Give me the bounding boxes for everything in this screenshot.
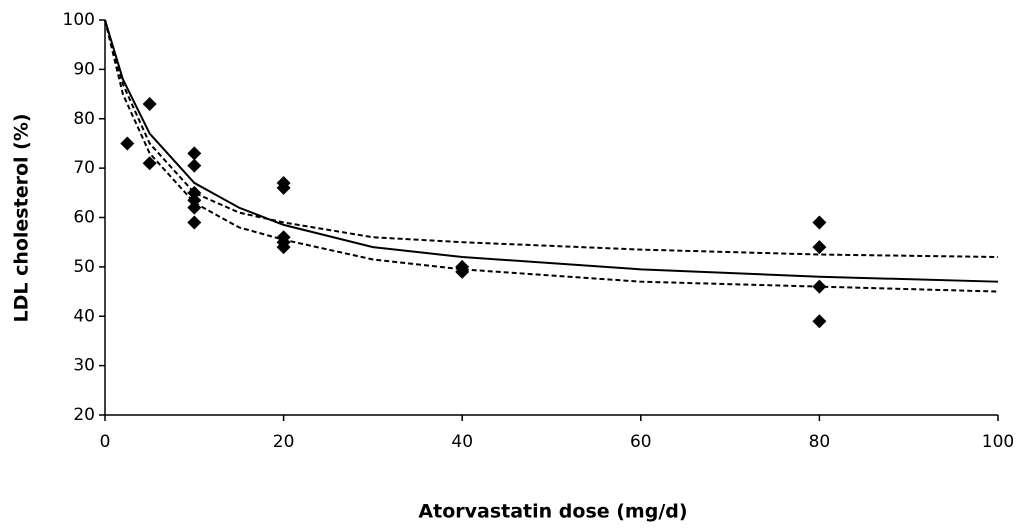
y-tick-label: 30: [73, 356, 95, 376]
data-point: [276, 180, 291, 195]
y-axis-title: LDL cholesterol (%): [11, 113, 33, 322]
y-tick-label: 80: [73, 109, 95, 129]
x-tick-label: 0: [100, 432, 111, 452]
x-tick-label: 40: [451, 432, 473, 452]
data-point: [187, 158, 202, 173]
data-point: [812, 240, 827, 255]
data-point: [187, 146, 202, 161]
y-tick-label: 50: [73, 257, 95, 277]
x-tick-label: 60: [630, 432, 652, 452]
x-tick-label: 20: [273, 432, 295, 452]
y-tick-label: 70: [73, 158, 95, 178]
data-point: [187, 200, 202, 215]
data-point: [812, 314, 827, 329]
x-tick-label: 80: [809, 432, 831, 452]
fit-line: [104, 19, 999, 258]
y-tick-label: 20: [73, 405, 95, 425]
data-point: [276, 240, 291, 255]
y-tick-label: 40: [73, 306, 95, 326]
x-tick-label: 100: [982, 432, 1014, 452]
data-point: [142, 96, 157, 111]
x-axis-title: Atorvastatin dose (mg/d): [418, 501, 687, 523]
data-point: [142, 156, 157, 171]
y-tick-label: 90: [73, 59, 95, 79]
data-point: [812, 215, 827, 230]
y-tick-label: 100: [63, 10, 95, 30]
data-point: [187, 215, 202, 230]
fit-line: [104, 19, 999, 293]
data-point: [120, 136, 135, 151]
fit-line: [104, 19, 999, 283]
y-tick-label: 60: [73, 208, 95, 228]
